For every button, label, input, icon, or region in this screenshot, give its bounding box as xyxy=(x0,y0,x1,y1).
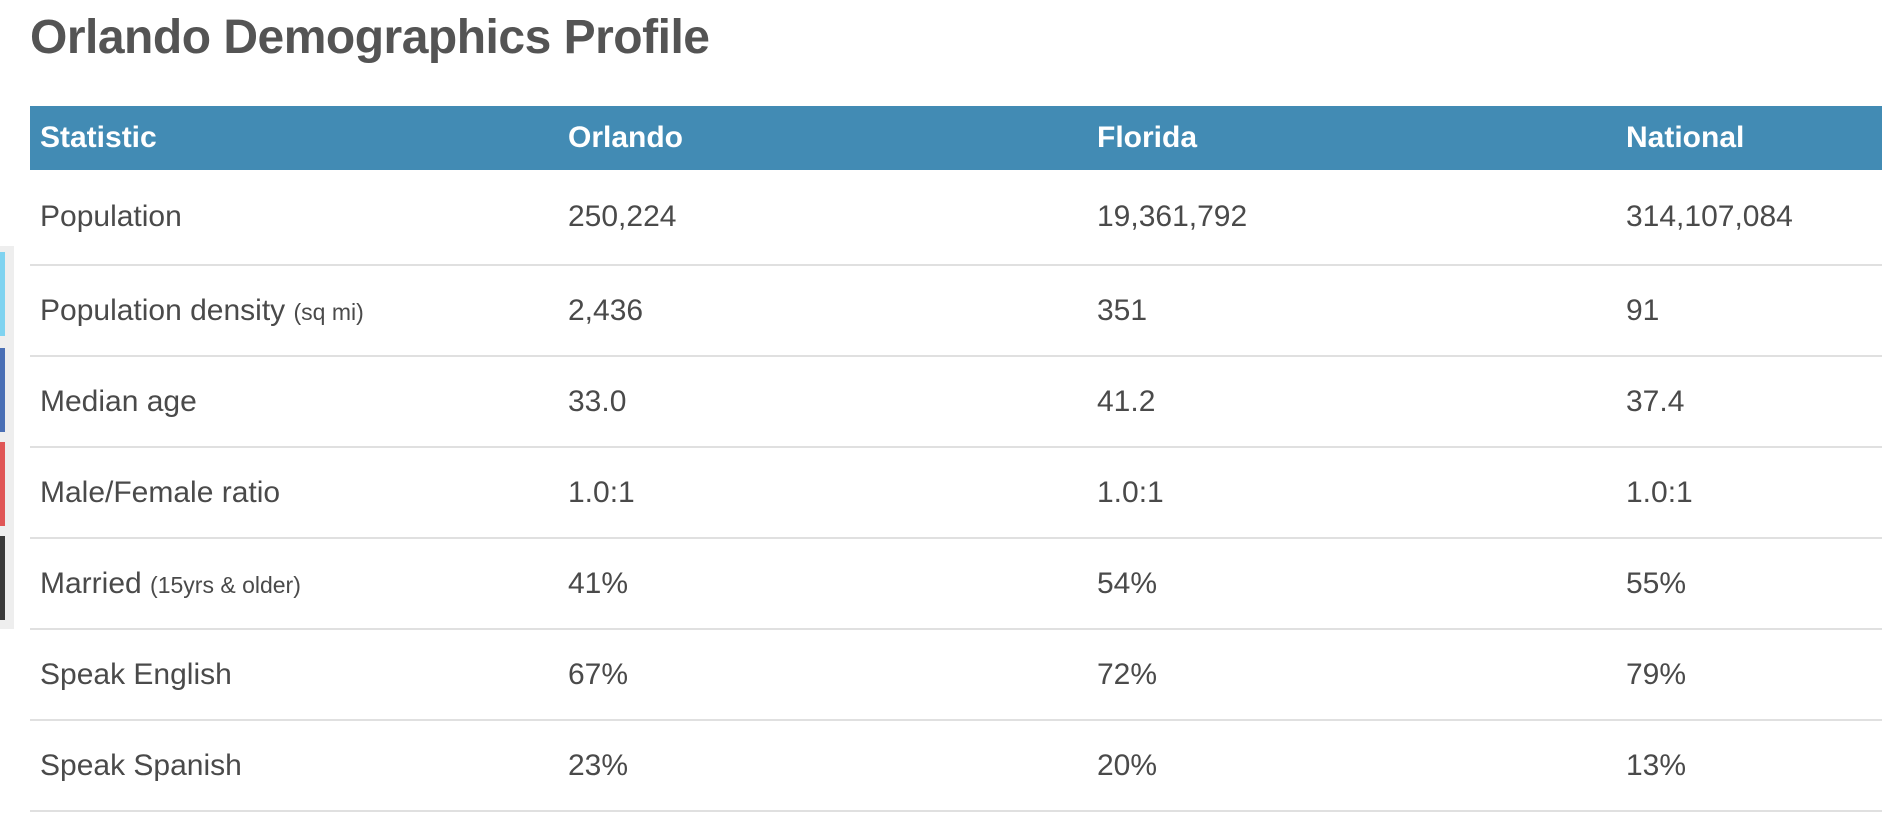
statistic-cell: Median age xyxy=(30,356,558,448)
twitter-share-button[interactable] xyxy=(0,252,5,336)
statistic-cell: Male/Female ratio xyxy=(30,447,558,539)
statistic-label: Male/Female ratio xyxy=(40,475,281,509)
orlando-cell: 2,436 xyxy=(558,265,1087,357)
column-header-statistic: Statistic xyxy=(30,106,558,170)
table-header-row: Statistic Orlando Florida National xyxy=(30,106,1882,170)
national-cell: 314,107,084 xyxy=(1616,170,1882,266)
statistic-label: Population xyxy=(40,200,182,233)
statistic-cell: Married (15yrs & older) xyxy=(30,538,558,630)
table-row: Population 250,224 19,361,792 314,107,08… xyxy=(30,170,1882,266)
florida-cell: 54% xyxy=(1087,538,1616,630)
statistic-label: Median age xyxy=(40,384,197,418)
orlando-cell: 250,224 xyxy=(558,170,1087,266)
statistic-cell: Speak English xyxy=(30,629,558,721)
statistic-cell: Speak Spanish xyxy=(30,720,558,812)
table-row: Population density (sq mi) 2,436 351 91 xyxy=(30,265,1882,357)
social-share-bar xyxy=(0,246,14,629)
email-share-button[interactable] xyxy=(0,536,5,620)
statistic-cell: Population density (sq mi) xyxy=(30,265,558,357)
orlando-cell: 1.0:1 xyxy=(558,447,1087,539)
statistic-label: Speak English xyxy=(40,657,232,691)
florida-cell: 41.2 xyxy=(1087,356,1616,448)
table-row: Median age 33.0 41.2 37.4 xyxy=(30,356,1882,448)
table-row: Male/Female ratio 1.0:1 1.0:1 1.0:1 xyxy=(30,447,1882,539)
statistic-note: (15yrs & older) xyxy=(150,571,301,598)
florida-cell: 1.0:1 xyxy=(1087,447,1616,539)
statistic-label: Population density xyxy=(40,293,286,327)
national-cell: 91 xyxy=(1616,265,1882,357)
table-row: Married (15yrs & older) 41% 54% 55% xyxy=(30,538,1882,630)
pinterest-share-button[interactable] xyxy=(0,442,5,526)
table-body: Population 250,224 19,361,792 314,107,08… xyxy=(30,170,1882,812)
table-row: Speak English 67% 72% 79% xyxy=(30,629,1882,721)
column-header-national: National xyxy=(1616,106,1882,170)
statistic-label: Married xyxy=(40,566,142,600)
facebook-share-button[interactable] xyxy=(0,348,5,432)
statistic-label: Speak Spanish xyxy=(40,748,242,782)
national-cell: 55% xyxy=(1616,538,1882,630)
statistic-cell: Population xyxy=(30,170,558,266)
florida-cell: 20% xyxy=(1087,720,1616,812)
orlando-cell: 67% xyxy=(558,629,1087,721)
florida-cell: 72% xyxy=(1087,629,1616,721)
national-cell: 13% xyxy=(1616,720,1882,812)
national-cell: 37.4 xyxy=(1616,356,1882,448)
national-cell: 1.0:1 xyxy=(1616,447,1882,539)
orlando-cell: 33.0 xyxy=(558,356,1087,448)
national-cell: 79% xyxy=(1616,629,1882,721)
florida-cell: 19,361,792 xyxy=(1087,170,1616,266)
column-header-florida: Florida xyxy=(1087,106,1616,170)
orlando-cell: 23% xyxy=(558,720,1087,812)
orlando-cell: 41% xyxy=(558,538,1087,630)
statistic-note: (sq mi) xyxy=(293,298,364,325)
table-header: Statistic Orlando Florida National xyxy=(30,106,1882,170)
florida-cell: 351 xyxy=(1087,265,1616,357)
page-title: Orlando Demographics Profile xyxy=(30,11,710,64)
column-header-orlando: Orlando xyxy=(558,106,1087,170)
table-row: Speak Spanish 23% 20% 13% xyxy=(30,720,1882,812)
demographics-table: Statistic Orlando Florida National Popul… xyxy=(30,106,1882,812)
